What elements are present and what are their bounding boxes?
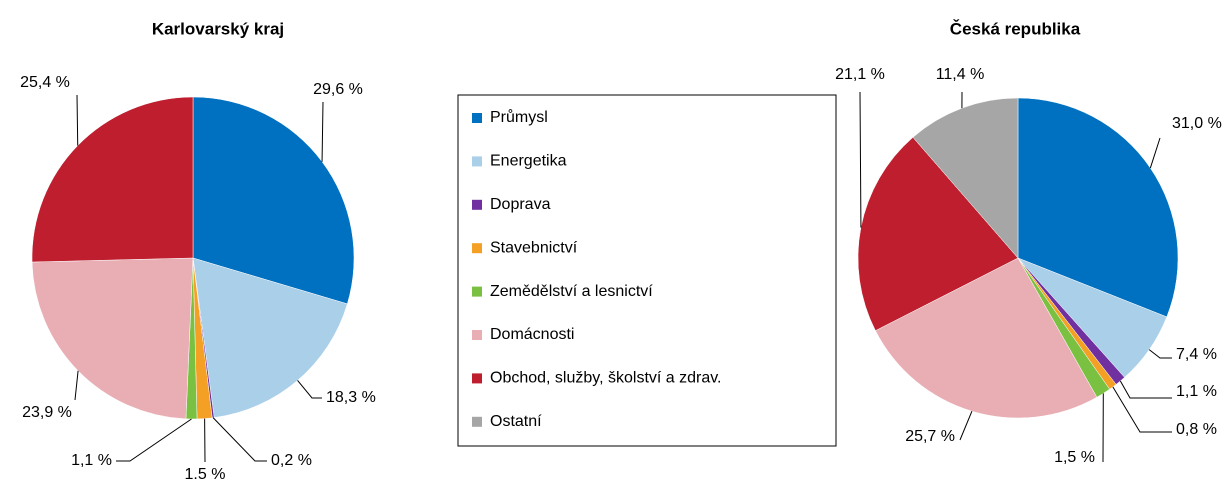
legend-swatch (472, 156, 482, 167)
leader-line (859, 91, 862, 228)
data-label: 21,1 % (835, 66, 885, 83)
legend-swatch (472, 243, 482, 254)
pie-slice (31, 257, 194, 420)
data-label: 11,4 % (936, 66, 985, 83)
data-label: 7,4 % (1176, 346, 1217, 363)
chart-title: Česká republika (950, 19, 1081, 38)
legend-label: Domácnosti (490, 326, 574, 343)
leader-line (212, 417, 267, 462)
data-label: 23,9 % (22, 404, 72, 421)
data-label: 1,5 % (1054, 449, 1095, 466)
legend-swatch (472, 113, 482, 123)
legend-label: Průmysl (490, 108, 548, 126)
legend-swatch (472, 373, 482, 384)
leader-line (1148, 349, 1172, 359)
data-label: 0,2 % (271, 452, 312, 469)
leader-line (297, 380, 322, 399)
leader-line (76, 94, 79, 146)
pie-slice (1017, 97, 1179, 318)
legend-label: Doprava (490, 196, 551, 213)
pie-slice (192, 96, 355, 305)
pie-slice (912, 97, 1019, 259)
data-label: 1,1 % (71, 452, 112, 469)
legend-label: Stavebnictví (490, 239, 578, 256)
legend-box (457, 94, 837, 447)
pie-slice (31, 96, 194, 263)
legend-label: Obchod, služby, školství a zdrav. (490, 370, 722, 387)
legend-swatch (472, 286, 482, 297)
data-label: 18,3 % (326, 389, 376, 406)
legend-label: Ostatní (490, 413, 542, 430)
leader-line (74, 370, 79, 401)
data-label: 0,8 % (1176, 421, 1217, 438)
data-label: 1,1 % (1176, 383, 1217, 400)
leader-line (1149, 137, 1161, 169)
pie-slice (857, 136, 1019, 331)
legend-label: Energetika (490, 153, 567, 170)
legend-swatch (472, 330, 482, 340)
leader-line (1112, 386, 1172, 433)
chart-title: Karlovarský kraj (152, 19, 284, 38)
legend-swatch (472, 416, 482, 427)
legend-label: Zemědělství a lesnictví (490, 283, 653, 300)
data-label: 29,6 % (313, 81, 363, 98)
leader-line (1119, 380, 1172, 399)
data-label: 31,0 % (1172, 115, 1222, 132)
leader-line (116, 418, 192, 462)
data-label: 25,7 % (905, 428, 955, 445)
leader-line (321, 101, 324, 162)
legend-swatch (472, 199, 482, 210)
data-label: 25,4 % (20, 74, 70, 91)
pie-slice (875, 257, 1098, 419)
leader-line (959, 411, 973, 441)
data-label: 1.5 % (185, 466, 226, 483)
